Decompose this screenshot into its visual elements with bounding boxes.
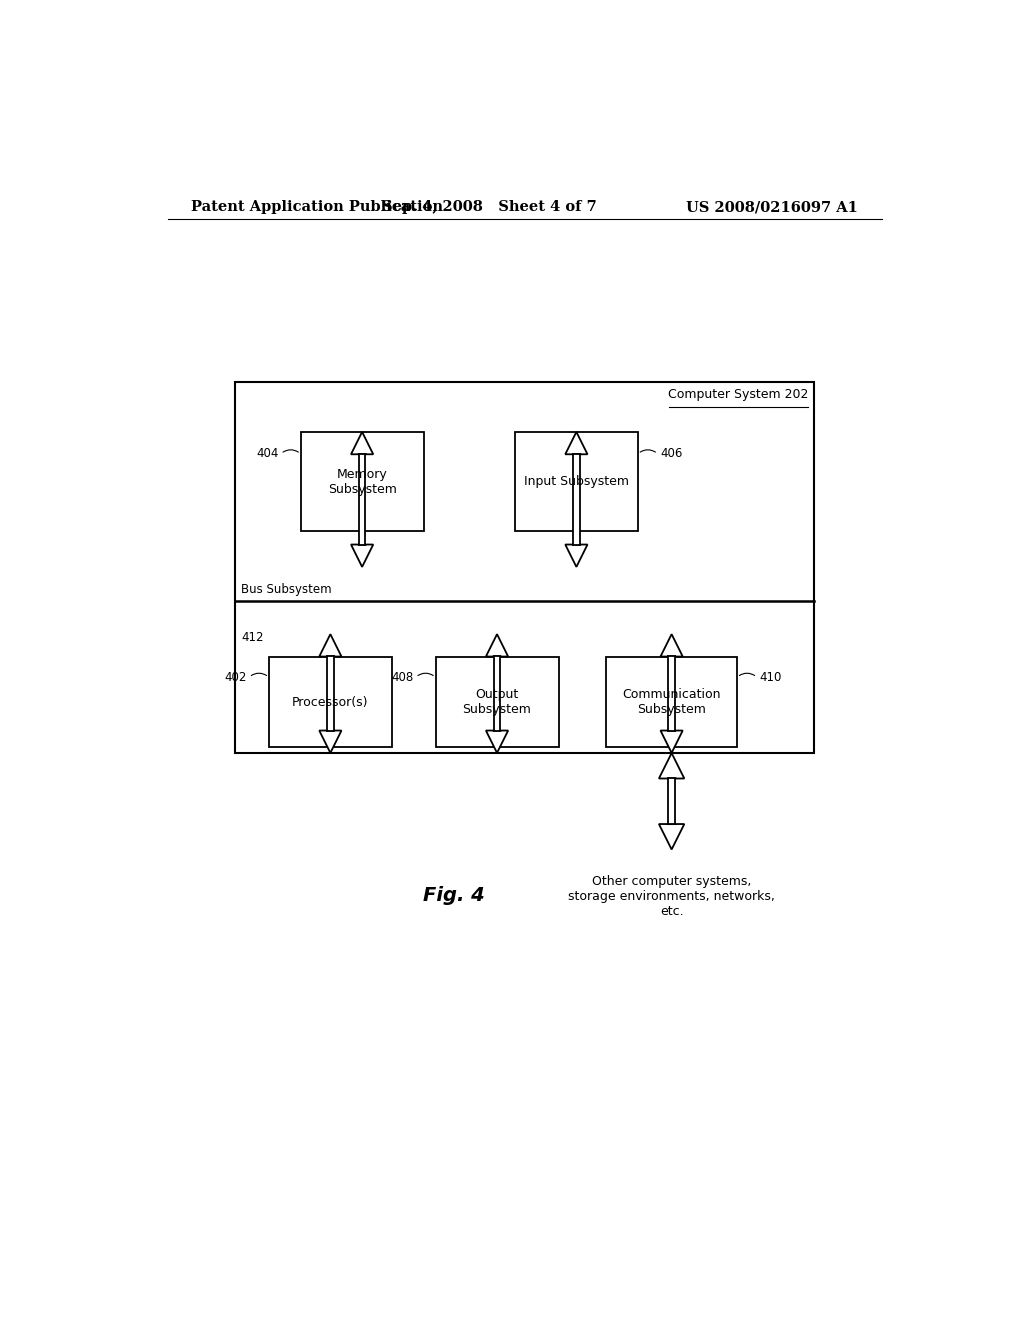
Bar — [515, 432, 638, 532]
Bar — [236, 381, 814, 752]
Bar — [358, 454, 366, 545]
Text: 406: 406 — [660, 447, 682, 461]
Bar — [606, 657, 737, 747]
FancyArrow shape — [658, 754, 684, 779]
Bar — [494, 656, 501, 731]
Bar — [327, 656, 334, 731]
Text: Computer System 202: Computer System 202 — [668, 388, 808, 401]
Text: Output
Subsystem: Output Subsystem — [463, 688, 531, 717]
Text: Processor(s): Processor(s) — [292, 696, 369, 709]
Text: 410: 410 — [760, 671, 781, 684]
Text: Memory
Subsystem: Memory Subsystem — [328, 467, 396, 495]
Text: 404: 404 — [256, 447, 279, 461]
Bar — [668, 779, 676, 824]
Text: Sep. 4, 2008   Sheet 4 of 7: Sep. 4, 2008 Sheet 4 of 7 — [382, 201, 596, 214]
Bar — [573, 454, 580, 545]
Text: Patent Application Publication: Patent Application Publication — [191, 201, 443, 214]
Text: 412: 412 — [242, 631, 264, 644]
Bar — [669, 656, 675, 731]
FancyArrow shape — [565, 432, 588, 454]
Bar — [269, 657, 392, 747]
Bar — [435, 657, 558, 747]
FancyArrow shape — [486, 730, 508, 752]
FancyArrow shape — [351, 545, 373, 566]
FancyArrow shape — [319, 730, 341, 752]
Text: 402: 402 — [224, 671, 247, 684]
Text: US 2008/0216097 A1: US 2008/0216097 A1 — [686, 201, 858, 214]
Text: Fig. 4: Fig. 4 — [423, 886, 484, 904]
Text: Communication
Subsystem: Communication Subsystem — [623, 688, 721, 717]
FancyArrow shape — [565, 545, 588, 566]
Text: Other computer systems,
storage environments, networks,
etc.: Other computer systems, storage environm… — [568, 875, 775, 917]
FancyArrow shape — [319, 634, 341, 656]
Text: Input Subsystem: Input Subsystem — [524, 475, 629, 488]
FancyArrow shape — [486, 634, 508, 656]
FancyArrow shape — [660, 634, 683, 656]
FancyArrow shape — [658, 824, 684, 850]
FancyArrow shape — [660, 730, 683, 752]
Text: Bus Subsystem: Bus Subsystem — [242, 583, 332, 597]
Text: 408: 408 — [391, 671, 414, 684]
FancyArrow shape — [351, 432, 373, 454]
Bar — [301, 432, 424, 532]
